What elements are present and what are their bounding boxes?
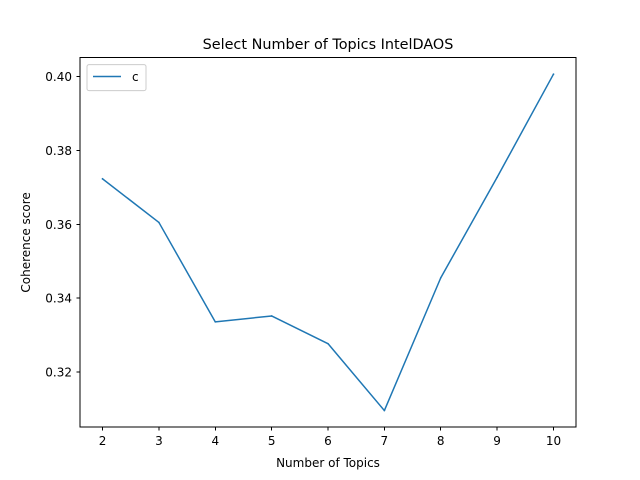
data-point xyxy=(158,222,160,224)
x-axis: 2 3 4 5 6 7 8 9 10 xyxy=(99,427,561,448)
x-axis-label: Number of Topics xyxy=(276,456,380,470)
data-point xyxy=(271,315,273,317)
data-point xyxy=(327,343,329,345)
data-point xyxy=(553,73,555,75)
y-tick-label: 0.36 xyxy=(45,218,72,232)
legend: c xyxy=(87,65,146,91)
y-tick-label: 0.40 xyxy=(45,70,72,84)
x-tick-label: 7 xyxy=(381,434,389,448)
x-tick-label: 2 xyxy=(99,434,107,448)
data-point xyxy=(384,410,386,412)
legend-label-c: c xyxy=(132,70,139,84)
x-tick-label: 5 xyxy=(268,434,276,448)
chart-title: Select Number of Topics IntelDAOS xyxy=(203,37,454,53)
y-axis-label: Coherence score xyxy=(19,192,33,292)
x-tick-label: 4 xyxy=(211,434,219,448)
y-tick-label: 0.38 xyxy=(45,144,72,158)
y-tick-label: 0.34 xyxy=(45,292,72,306)
y-tick-label: 0.32 xyxy=(45,366,72,380)
x-tick-label: 3 xyxy=(155,434,163,448)
data-point xyxy=(214,321,216,323)
series-line-c xyxy=(103,74,554,410)
plot-area xyxy=(80,58,576,428)
data-point xyxy=(102,178,104,180)
data-point xyxy=(496,177,498,179)
y-axis: 0.32 0.34 0.36 0.38 0.40 xyxy=(45,70,80,380)
x-tick-label: 10 xyxy=(546,434,561,448)
x-tick-label: 9 xyxy=(493,434,501,448)
plot-frame xyxy=(80,58,576,428)
data-point xyxy=(440,277,442,279)
x-tick-label: 8 xyxy=(437,434,445,448)
x-tick-label: 6 xyxy=(324,434,332,448)
